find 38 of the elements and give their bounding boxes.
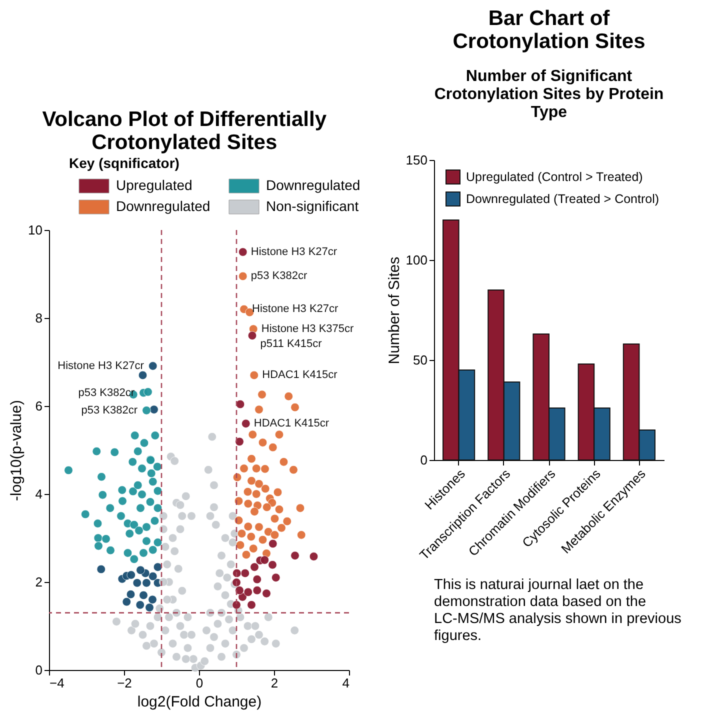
legend-title: Key (sqnificator) <box>69 155 180 171</box>
chart-subtitle: Number of Significant Crotonylation Sites by Protein Type <box>434 68 664 121</box>
legend-label: Upregulated <box>116 177 192 193</box>
y-tick-label: 10 <box>28 222 42 238</box>
x-tick-label: −4 <box>50 676 64 690</box>
y-tick-label: 100 <box>406 252 428 268</box>
x-tick-label: −2 <box>117 676 132 690</box>
y-tick-label: 150 <box>406 152 428 168</box>
chart-title: Volcano Plot of Differentially Crotonylated Sites <box>42 108 327 154</box>
y-tick-label: 2 <box>35 574 42 590</box>
y-tick-label: 0 <box>420 452 428 468</box>
annotation: Histone H3 K27cr <box>250 246 338 258</box>
y-axis-title: Number of Sites <box>386 256 403 364</box>
y-tick-label: 0 <box>35 662 42 678</box>
annotation: Histone H3 K27cr <box>252 303 339 316</box>
y-tick-label: 4 <box>35 486 42 502</box>
annotation: Histone H3 K27cr <box>58 360 144 372</box>
legend-label: Downregulated <box>116 198 210 214</box>
legend-label: Upregulated (Control > Treated) <box>466 170 643 184</box>
y-tick-label: 50 <box>413 352 428 368</box>
y-axis-title: -log10(p-value) <box>8 400 26 501</box>
legend-label: Downregulated (Treated > Control) <box>466 192 660 206</box>
legend-label: Non-significant <box>266 198 359 214</box>
annotation: p53 K382cr <box>250 270 308 282</box>
legend-label: Downregulated <box>266 177 360 193</box>
x-tick-label: 0 <box>196 676 204 690</box>
annotation: HDAC1 K415cr <box>254 418 330 430</box>
x-tick-label: 4 <box>342 676 350 690</box>
x-tick-label: 2 <box>270 676 278 690</box>
annotation: HDAC1 K415cr <box>262 369 338 382</box>
chart-title: Bar Chart of Crotonylation Sites <box>452 7 646 53</box>
x-axis-title: log2(Fold Change) <box>137 694 262 710</box>
text: This is naturai journal laet on the demonstration data based on the LC-MS/MS analysis shown in previous figures. <box>434 577 682 644</box>
annotation: Histone H3 K375cr <box>261 323 354 335</box>
y-tick-label: 6 <box>35 398 42 414</box>
annotation: p511 K415cr <box>260 338 322 350</box>
y-tick-label: 8 <box>35 310 42 326</box>
annotation: p53 K382cr <box>81 404 138 416</box>
